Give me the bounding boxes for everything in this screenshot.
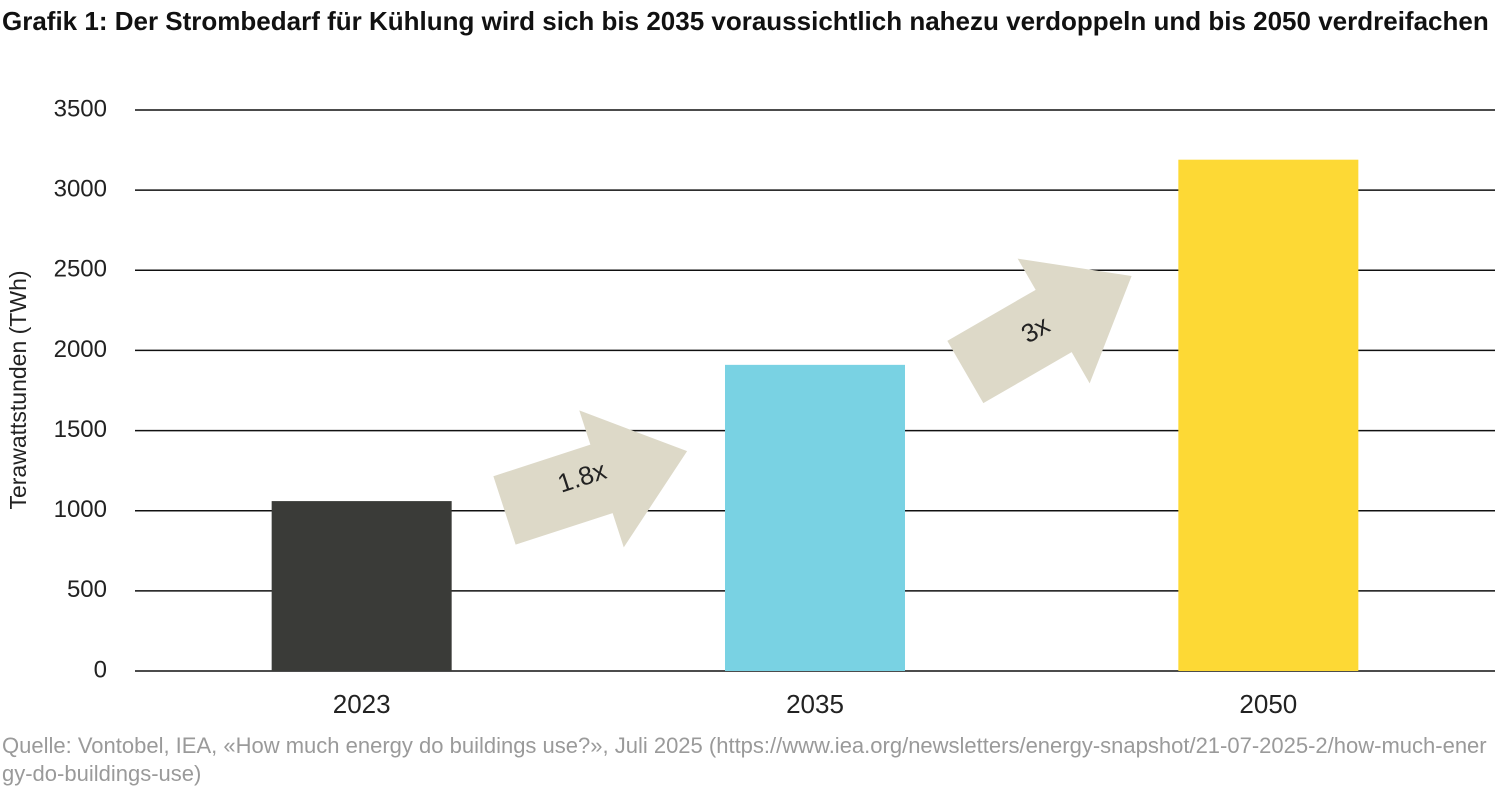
y-tick-label: 1500 (54, 416, 107, 443)
bar (1178, 159, 1359, 671)
y-tick-label: 3500 (54, 95, 107, 122)
growth-arrow: 3x (947, 258, 1132, 404)
y-tick-label: 3000 (54, 175, 107, 202)
y-tick-label: 0 (94, 656, 107, 683)
x-tick-label: 2050 (1239, 689, 1297, 719)
y-tick-label: 2500 (54, 256, 107, 283)
y-axis-label: Terawattstunden (TWh) (5, 270, 31, 509)
chart-title: Grafik 1: Der Strombedarf für Kühlung wi… (2, 6, 1489, 36)
bar (725, 364, 905, 671)
y-tick-label: 500 (67, 576, 107, 603)
growth-arrow: 1.8x (493, 410, 688, 548)
x-tick-label: 2035 (786, 689, 844, 719)
y-tick-label: 2000 (54, 336, 107, 363)
source-note: Quelle: Vontobel, IEA, «How much energy … (2, 733, 1487, 786)
x-tick-label: 2023 (333, 689, 391, 719)
bar (271, 501, 452, 671)
y-tick-label: 1000 (54, 496, 107, 523)
